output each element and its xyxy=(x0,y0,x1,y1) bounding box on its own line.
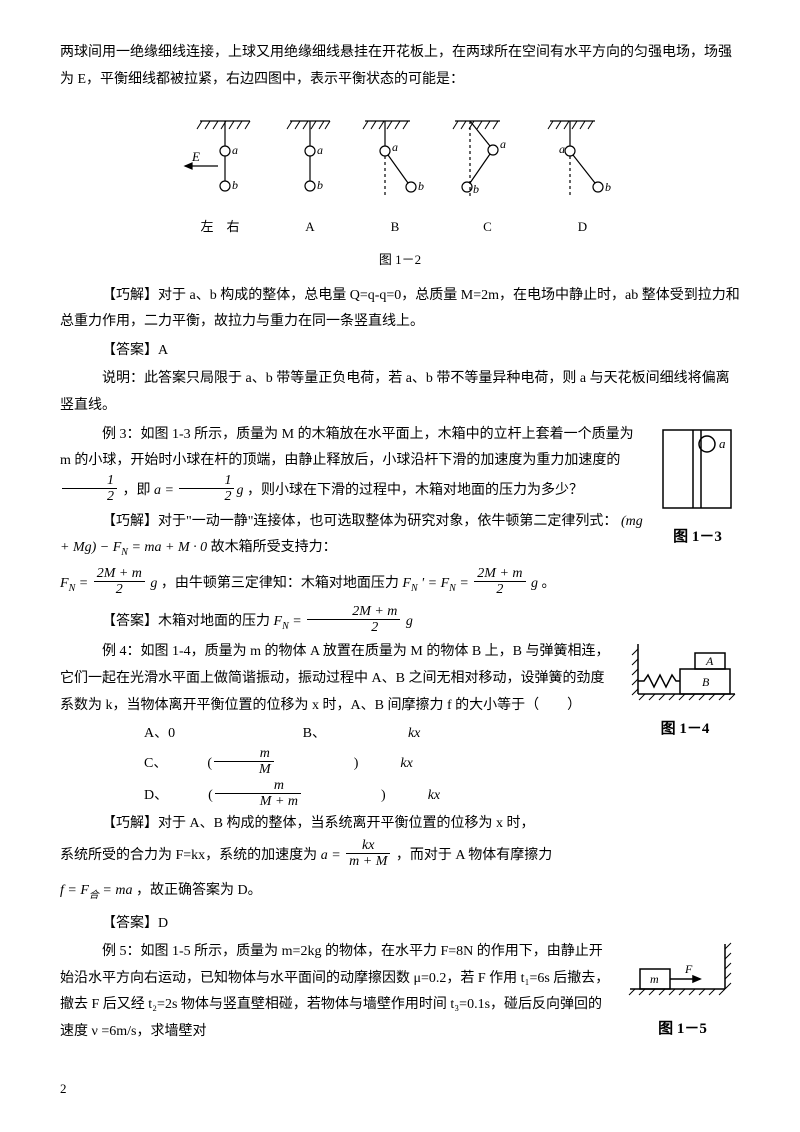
example-3: 例 3：如图 1-3 所示，质量为 M 的木箱放在水平面上，木箱中的立杆上套着一… xyxy=(60,422,740,507)
qiaojie-4a: 【巧解】对于 A、B 构成的整体，当系统离开平衡位置的位移为 x 时， xyxy=(60,811,740,838)
svg-text:a: a xyxy=(500,137,506,151)
eq-g: g xyxy=(236,483,247,498)
fig12-option-b: a b B xyxy=(360,111,430,240)
svg-text:A: A xyxy=(705,654,714,668)
svg-text:a: a xyxy=(719,436,726,451)
figure-1-5: m F 图 1－5 xyxy=(625,939,740,1054)
figure-1-2-row: a b E 左 右 a b A xyxy=(60,111,740,240)
svg-text:a: a xyxy=(317,143,323,157)
opt-b: B、kx xyxy=(219,721,461,748)
fig12-option-d: a b D xyxy=(545,111,620,240)
fig14-caption: 图 1－4 xyxy=(630,715,740,744)
fig12-option-c: a b C xyxy=(450,111,525,240)
svg-text:a: a xyxy=(559,142,565,156)
eq-a: a = xyxy=(154,483,177,498)
svg-text:a: a xyxy=(232,143,238,157)
fig12-left: a b E 左 右 xyxy=(180,111,260,240)
fig12-left-label: 左 右 xyxy=(180,215,260,240)
qiaojie-1: 【巧解】对于 a、b 构成的整体，总电量 Q=q-q=0，总质量 M=2m，在电… xyxy=(60,283,740,336)
qiaojie-4d: f = F合 = ma ，故正确答案为 D。 xyxy=(60,878,740,905)
qiaojie-3: 【巧解】对于"一动一静"连接体，也可选取整体为研究对象，依牛顿第二定律列式： (… xyxy=(60,509,740,562)
svg-text:a: a xyxy=(392,140,398,154)
answer-4: 【答案】D xyxy=(60,911,740,938)
ans3-label: 【答案】木箱对地面的压力 xyxy=(102,614,270,629)
svg-text:m: m xyxy=(650,972,659,986)
svg-text:b: b xyxy=(317,178,323,192)
frac-half-1: 12 xyxy=(62,473,117,505)
ex3-text-b: ，即 xyxy=(123,483,151,498)
svg-text:b: b xyxy=(418,179,424,193)
qiaojie3-c: ，由牛顿第三定律知：木箱对地面压力 xyxy=(161,576,399,591)
qiaojie3-a: 【巧解】对于"一动一静"连接体，也可选取整体为研究对象，依牛顿第二定律列式： xyxy=(102,514,617,529)
intro-paragraph: 两球间用一绝缘细线连接，上球又用绝缘细线悬挂在开花板上，在两球所在空间有水平方向… xyxy=(60,40,740,93)
svg-text:b: b xyxy=(473,182,479,196)
qiaojie-4b: 系统所受的合力为 F=kx，系统的加速度为 a = kxm + M ，而对于 A… xyxy=(60,840,740,872)
frac-half-2: 12 xyxy=(179,473,234,505)
fig12-caption: 图 1－2 xyxy=(60,248,740,273)
svg-text:B: B xyxy=(702,675,710,689)
svg-text:F: F xyxy=(684,962,693,976)
answer-1: 【答案】A xyxy=(60,338,740,365)
figure-1-3: a 图 1－3 xyxy=(655,422,740,562)
fig12-option-a: a b A xyxy=(280,111,340,240)
fig15-caption: 图 1－5 xyxy=(625,1015,740,1044)
ex3-text-c: ，则小球在下滑的过程中，木箱对地面的压力为多少？ xyxy=(247,483,583,498)
svg-text:b: b xyxy=(232,178,238,192)
fig12-label-d: D xyxy=(545,215,620,240)
svg-text:E: E xyxy=(191,149,200,164)
opt-a: A、0 xyxy=(102,721,175,748)
fig12-label-c: C xyxy=(450,215,525,240)
opt-d: D、(mM + m)kx xyxy=(60,780,480,812)
qiaojie3-b: 故木箱所受支持力： xyxy=(211,540,337,555)
eq-fn-line: FN = 2M + m2 g ，由牛顿第三定律知：木箱对地面压力 FN ' = … xyxy=(60,568,740,600)
page-number: 2 xyxy=(60,1077,67,1102)
answer-3: 【答案】木箱对地面的压力 FN = 2M + m2 g xyxy=(60,606,740,638)
ex3-text-a: 例 3：如图 1-3 所示，质量为 M 的木箱放在水平面上，木箱中的立杆上套着一… xyxy=(60,427,634,469)
note-1: 说明：此答案只局限于 a、b 带等量正负电荷，若 a、b 带不等量异种电荷，则 … xyxy=(60,366,740,419)
fig13-caption: 图 1－3 xyxy=(655,523,740,552)
fig12-label-b: B xyxy=(360,215,430,240)
fig12-label-a: A xyxy=(280,215,340,240)
figure-1-4: A B 图 1－4 xyxy=(630,639,740,754)
svg-text:b: b xyxy=(605,180,611,194)
opt-c: C、(mM)kx xyxy=(60,748,453,780)
